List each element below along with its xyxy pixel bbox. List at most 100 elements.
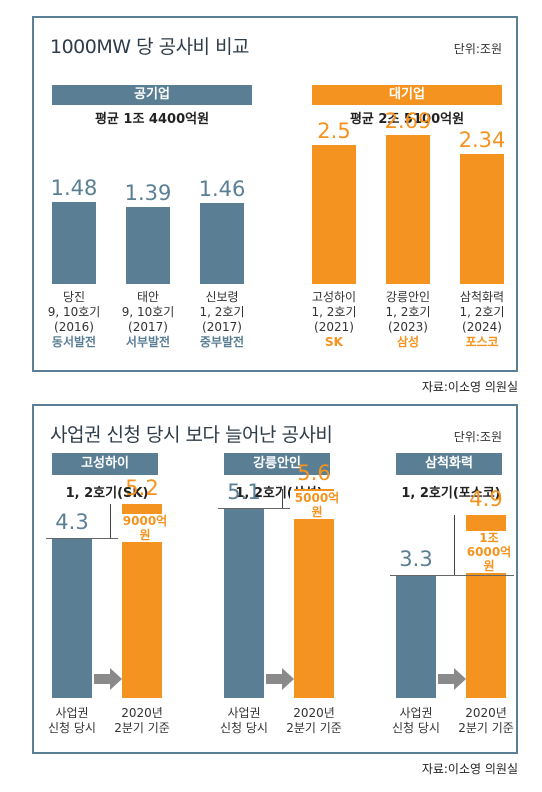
bar-고성하이: [312, 145, 356, 284]
company-name: SK: [325, 335, 343, 349]
plant-name: 강릉안인: [385, 290, 431, 304]
value-label: 2.5: [317, 119, 351, 144]
value-label-2020q2: 4.9: [469, 487, 503, 512]
difference-bracket: [110, 504, 111, 538]
category-label-2020q2: 2020년 2분기 기준: [272, 706, 356, 736]
bar-태안: [126, 206, 170, 284]
right-arrow-icon: [94, 668, 124, 690]
category-text: 사업권: [399, 706, 433, 720]
plant-name: 당진: [62, 290, 86, 304]
completion-year: (2017): [202, 320, 242, 334]
category-label-application: 사업권 신청 당시: [202, 706, 286, 736]
category-label: 당진 9, 10호기 (2016) 동서발전: [32, 290, 116, 350]
completion-year: (2021): [314, 320, 354, 334]
group-chip-고성하이: 고성하이: [52, 453, 158, 475]
difference-label: 1조 6000억원: [462, 531, 516, 574]
plant-name: 태안: [136, 290, 160, 304]
group-chip-강릉안인: 강릉안인: [224, 453, 330, 475]
value-label-application: 4.3: [55, 509, 89, 534]
unit-numbers: 9, 10호기: [47, 305, 101, 319]
bar-application: [396, 574, 436, 698]
baseline-reference: [390, 574, 514, 576]
group-chip-삼척화력: 삼척화력: [396, 453, 502, 475]
category-text: 2020년: [121, 706, 163, 720]
completion-year: (2023): [388, 320, 428, 334]
cost-increase-panel: 사업권 신청 당시 보다 늘어난 공사비 단위:조원 고성하이 1, 2호기(SK…: [32, 404, 518, 754]
panel2-unit: 단위:조원: [453, 430, 502, 444]
panel2-source: 자료:이소영 의원실: [421, 762, 518, 776]
baseline-reference: [218, 507, 342, 509]
bar-삼척화력: [460, 154, 504, 284]
category-label: 고성하이 1, 2호기 (2021) SK: [292, 290, 376, 350]
company-name: 포스코: [465, 335, 499, 349]
value-label: 1.46: [198, 176, 246, 201]
category-label-2020q2: 2020년 2분기 기준: [444, 706, 528, 736]
category-text: 2분기 기준: [286, 721, 342, 735]
unit-numbers: 9, 10호기: [121, 305, 175, 319]
category-text: 2분기 기준: [114, 721, 170, 735]
value-label: 1.48: [50, 175, 98, 200]
category-text: 신청 당시: [48, 721, 96, 735]
bar-당진: [52, 201, 96, 284]
panel1-source: 자료:이소영 의원실: [421, 380, 518, 394]
category-text: 2분기 기준: [458, 721, 514, 735]
difference-text: 6000억원: [466, 545, 512, 574]
company-name: 서부발전: [125, 335, 171, 349]
private-average: 평균 2조 5100억원: [349, 112, 465, 127]
difference-bracket: [454, 515, 455, 575]
cost-comparison-panel: 1000MW 당 공사비 비교 단위:조원 공기업 평균 1조 4400억원 대…: [32, 16, 518, 372]
category-label-application: 사업권 신청 당시: [374, 706, 458, 736]
panel1-title: 1000MW 당 공사비 비교: [50, 36, 250, 58]
private-group-chip: 대기업: [312, 85, 502, 105]
company-name: 동서발전: [51, 335, 97, 349]
difference-label: 5000억원: [290, 491, 344, 520]
baseline-reference: [46, 537, 170, 539]
completion-year: (2017): [128, 320, 168, 334]
group-subtitle: 1, 2호기(포스코): [401, 486, 501, 501]
category-label: 삼척화력 1, 2호기 (2024) 포스코: [440, 290, 524, 350]
bar-강릉안인: [386, 134, 430, 284]
value-label: 2.69: [384, 108, 432, 133]
value-label-application: 3.3: [399, 546, 433, 571]
panel1-unit: 단위:조원: [453, 42, 502, 56]
unit-numbers: 1, 2호기: [459, 305, 505, 319]
completion-year: (2016): [54, 320, 94, 334]
value-label: 1.39: [124, 180, 172, 205]
bar-application: [52, 537, 92, 698]
plant-name: 삼척화력: [459, 290, 505, 304]
category-text: 2020년: [293, 706, 335, 720]
public-average: 평균 1조 4400억원: [94, 112, 210, 127]
category-text: 2020년: [465, 706, 507, 720]
bar-application: [224, 507, 264, 698]
value-label-application: 5.1: [227, 479, 261, 504]
company-name: 삼성: [396, 335, 420, 349]
category-label-2020q2: 2020년 2분기 기준: [100, 706, 184, 736]
public-group-chip: 공기업: [52, 85, 252, 105]
category-label: 강릉안인 1, 2호기 (2023) 삼성: [366, 290, 450, 350]
category-label: 신보령 1, 2호기 (2017) 중부발전: [180, 290, 264, 350]
value-label-2020q2: 5.2: [125, 476, 159, 501]
category-label-application: 사업권 신청 당시: [30, 706, 114, 736]
bar-신보령: [200, 202, 244, 284]
category-label: 태안 9, 10호기 (2017) 서부발전: [106, 290, 190, 350]
plant-name: 고성하이: [311, 290, 357, 304]
difference-label: 9000억원: [118, 513, 172, 542]
company-name: 중부발전: [199, 335, 245, 349]
completion-year: (2024): [462, 320, 502, 334]
right-arrow-icon: [438, 668, 468, 690]
bar-2020q2: [294, 489, 334, 698]
panel2-title: 사업권 신청 당시 보다 늘어난 공사비: [50, 424, 333, 446]
group-subtitle: 1, 2호기(SK): [65, 486, 149, 501]
difference-text: 9000억원: [122, 513, 168, 542]
category-text: 신청 당시: [392, 721, 440, 735]
category-text: 사업권: [55, 706, 89, 720]
value-label: 2.34: [458, 128, 506, 153]
category-text: 신청 당시: [220, 721, 268, 735]
unit-numbers: 1, 2호기: [311, 305, 357, 319]
unit-numbers: 1, 2호기: [199, 305, 245, 319]
difference-text: 1조: [479, 531, 499, 546]
difference-bracket: [282, 489, 283, 508]
plant-name: 신보령: [205, 290, 239, 304]
right-arrow-icon: [266, 668, 296, 690]
unit-numbers: 1, 2호기: [385, 305, 431, 319]
